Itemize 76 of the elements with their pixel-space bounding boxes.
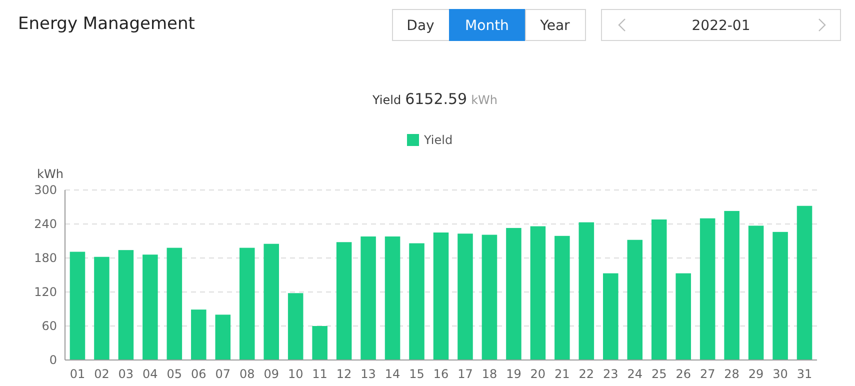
- bar: [166, 248, 182, 360]
- bar: [70, 252, 86, 360]
- bar: [215, 314, 231, 360]
- bar: [433, 232, 449, 360]
- bar: [748, 226, 764, 360]
- x-tick-label: 16: [433, 367, 449, 381]
- bar: [288, 293, 304, 360]
- y-tick-label: 180: [34, 251, 57, 265]
- x-tick-label: 13: [360, 367, 376, 381]
- text: 2022-01: [692, 18, 750, 34]
- bar: [676, 273, 691, 360]
- y-tick-label: 0: [49, 353, 57, 367]
- x-tick-label: 05: [166, 367, 182, 381]
- bar: [724, 210, 740, 360]
- x-tick-label: 21: [554, 367, 570, 381]
- x-tick-label: 19: [506, 367, 522, 381]
- x-tick-label: 23: [603, 367, 618, 381]
- bar: [118, 250, 134, 360]
- bar: [384, 236, 400, 360]
- x-tick-label: 02: [94, 367, 110, 381]
- bar: [530, 226, 546, 360]
- x-tick-label: 30: [772, 367, 788, 381]
- y-tick-label: 300: [34, 183, 57, 197]
- bar: [360, 236, 376, 360]
- bar: [312, 326, 328, 360]
- bar: [651, 219, 667, 360]
- bar: [627, 240, 643, 360]
- x-tick-label: 17: [458, 367, 473, 381]
- x-tick-label: 15: [409, 367, 424, 381]
- bar: [506, 228, 522, 360]
- x-tick-label: 14: [384, 367, 400, 381]
- text: Month: [465, 18, 509, 34]
- bar: [264, 244, 279, 360]
- y-axis-title: kWh: [37, 167, 64, 181]
- x-tick-label: 04: [142, 367, 158, 381]
- bar: [603, 273, 618, 360]
- x-tick-label: 08: [239, 367, 255, 381]
- bar: [482, 234, 498, 360]
- x-tick-label: 26: [676, 367, 691, 381]
- x-tick-label: 29: [748, 367, 764, 381]
- x-tick-label: 22: [578, 367, 594, 381]
- bar: [458, 234, 473, 360]
- x-tick-label: 28: [724, 367, 740, 381]
- y-tick-label: 60: [42, 319, 57, 333]
- chart-subtitle: Yield 6152.59 kWh: [371, 90, 498, 108]
- x-tick-label: 03: [118, 367, 134, 381]
- x-tick-label: 01: [70, 367, 86, 381]
- text: Year: [539, 18, 570, 34]
- text: Day: [406, 18, 434, 34]
- x-tick-label: 07: [215, 367, 231, 381]
- x-tick-label: 20: [530, 367, 546, 381]
- x-tick-label: 06: [191, 367, 206, 381]
- bar: [239, 248, 255, 360]
- legend-label: Yield: [423, 133, 453, 147]
- bar: [578, 222, 594, 360]
- y-tick-label: 120: [34, 285, 57, 299]
- bar: [700, 218, 716, 360]
- x-tick-label: 12: [336, 367, 352, 381]
- bar: [409, 243, 424, 360]
- chart-title: Energy Management: [18, 14, 196, 34]
- bar: [772, 232, 788, 360]
- x-tick-label: 24: [627, 367, 643, 381]
- bar: [191, 310, 206, 360]
- bar: [554, 236, 570, 360]
- x-tick-label: 09: [264, 367, 279, 381]
- y-tick-label: 240: [34, 217, 57, 231]
- x-tick-label: 31: [796, 367, 812, 381]
- bar: [142, 254, 158, 360]
- bar: [796, 206, 812, 360]
- x-tick-label: 25: [651, 367, 667, 381]
- x-tick-label: 27: [700, 367, 716, 381]
- x-tick-label: 11: [312, 367, 328, 381]
- x-tick-label: 10: [288, 367, 304, 381]
- bar: [94, 256, 110, 360]
- bar: [336, 242, 352, 360]
- x-tick-label: 18: [482, 367, 498, 381]
